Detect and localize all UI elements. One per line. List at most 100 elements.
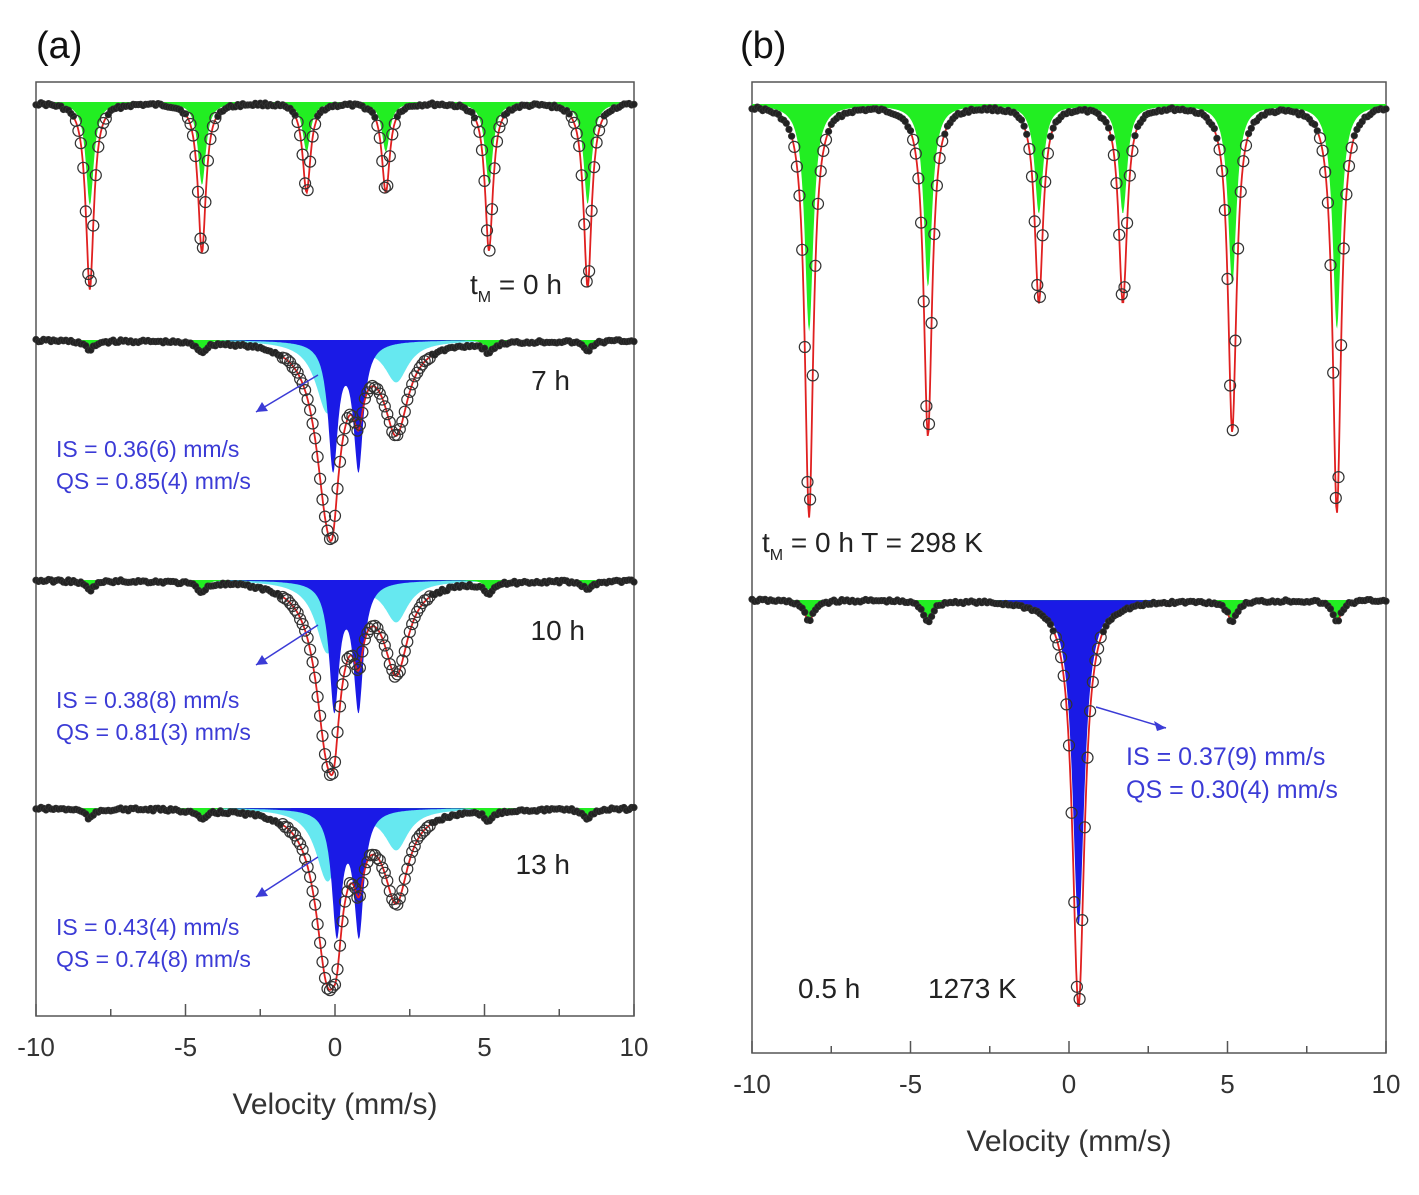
data-point <box>296 843 309 856</box>
data-point <box>291 606 304 619</box>
data-point <box>306 655 319 669</box>
data-point <box>1057 669 1070 682</box>
data-point <box>403 625 416 639</box>
isomer-shift-label: IS = 0.37(9) mm/s <box>1126 743 1325 771</box>
data-point <box>1062 739 1076 752</box>
data-point <box>184 117 197 131</box>
data-point <box>1234 185 1247 198</box>
data-point <box>1073 992 1086 1006</box>
x-tick-label: 10 <box>1372 1069 1401 1099</box>
spectrum-label: 7 h <box>531 365 570 396</box>
data-point <box>1070 980 1084 993</box>
data-point <box>421 353 434 366</box>
data-point <box>806 616 814 625</box>
data-point <box>1382 105 1390 113</box>
data-point <box>565 110 573 118</box>
data-point <box>1065 806 1078 819</box>
data-point <box>1033 290 1047 303</box>
data-point <box>587 161 601 174</box>
data-point <box>582 265 596 278</box>
sextet-component <box>752 104 1386 332</box>
data-point <box>796 243 809 256</box>
data-point <box>204 133 217 146</box>
data-point <box>1120 216 1134 230</box>
x-tick-label: -5 <box>174 1032 197 1062</box>
data-point <box>473 125 486 138</box>
data-point <box>1025 170 1039 183</box>
data-point <box>1337 242 1350 255</box>
data-point <box>74 137 87 150</box>
data-point <box>309 671 322 684</box>
data-point <box>328 978 342 991</box>
quadrupole-splitting-label: QS = 0.85(4) mm/s <box>56 468 251 494</box>
data-point <box>570 127 583 140</box>
data-point <box>1218 204 1232 217</box>
data-point <box>406 617 419 631</box>
spectrum-label-main: t <box>762 527 770 558</box>
data-point <box>77 161 90 174</box>
data-point <box>1113 228 1126 241</box>
data-point <box>1342 159 1356 173</box>
data-point <box>371 621 384 635</box>
data-point <box>1329 611 1337 619</box>
spectrum-label: 0.5 h <box>798 973 860 1004</box>
residual-sextet-component <box>36 340 634 350</box>
spectrum-label-sub: M <box>770 547 783 564</box>
data-point <box>393 423 406 436</box>
data-point <box>363 382 376 395</box>
data-point <box>809 259 822 272</box>
data-point <box>79 205 92 218</box>
data-point <box>84 274 97 287</box>
data-point <box>408 611 421 624</box>
data-point <box>336 434 349 447</box>
data-point <box>1105 124 1113 132</box>
data-point <box>82 267 95 281</box>
data-point <box>87 219 100 232</box>
data-point <box>406 378 419 391</box>
data-point <box>358 863 371 876</box>
data-point <box>1350 132 1358 140</box>
x-tick-label: 5 <box>1220 1069 1234 1099</box>
data-point <box>1326 605 1335 613</box>
data-point <box>92 140 105 153</box>
data-point <box>316 493 329 506</box>
data-point <box>1123 169 1136 182</box>
data-point <box>1041 147 1055 160</box>
data-point <box>381 408 394 421</box>
data-point <box>421 593 434 606</box>
data-point <box>328 509 342 522</box>
data-point <box>493 121 506 134</box>
data-point <box>1068 895 1081 909</box>
data-point <box>1213 143 1226 156</box>
data-point <box>1223 379 1237 392</box>
spectrum-label: 13 h <box>516 849 571 880</box>
data-point <box>806 369 819 382</box>
data-point <box>1382 597 1390 605</box>
spectrum-1: 7 h IS = 0.36(6) mm/s QS = 0.85(4) mm/s <box>32 335 638 546</box>
data-point <box>630 100 638 108</box>
data-point <box>383 416 396 429</box>
data-point <box>1031 278 1044 292</box>
data-point <box>318 510 332 523</box>
data-point <box>401 862 414 876</box>
data-point <box>480 224 494 237</box>
data-point <box>912 172 925 185</box>
data-point <box>920 400 933 413</box>
data-point <box>793 189 806 202</box>
data-point <box>336 915 349 928</box>
data-point <box>1345 141 1358 154</box>
data-point <box>928 228 941 241</box>
spectrum-label-rest: = 0 h <box>491 269 562 300</box>
data-point <box>326 767 339 780</box>
panel-b: -10 -5 0 5 10 Velocity (mm/s) (b) tM = 0 h T = … <box>733 25 1400 1158</box>
data-point <box>396 884 409 897</box>
data-point <box>1091 642 1105 655</box>
data-point <box>326 531 339 544</box>
data-point <box>1023 130 1031 138</box>
data-point <box>378 181 391 194</box>
data-point <box>331 963 344 976</box>
data-point <box>941 130 949 138</box>
data-point <box>1213 134 1221 142</box>
data-point <box>189 150 202 163</box>
data-point <box>358 633 371 646</box>
